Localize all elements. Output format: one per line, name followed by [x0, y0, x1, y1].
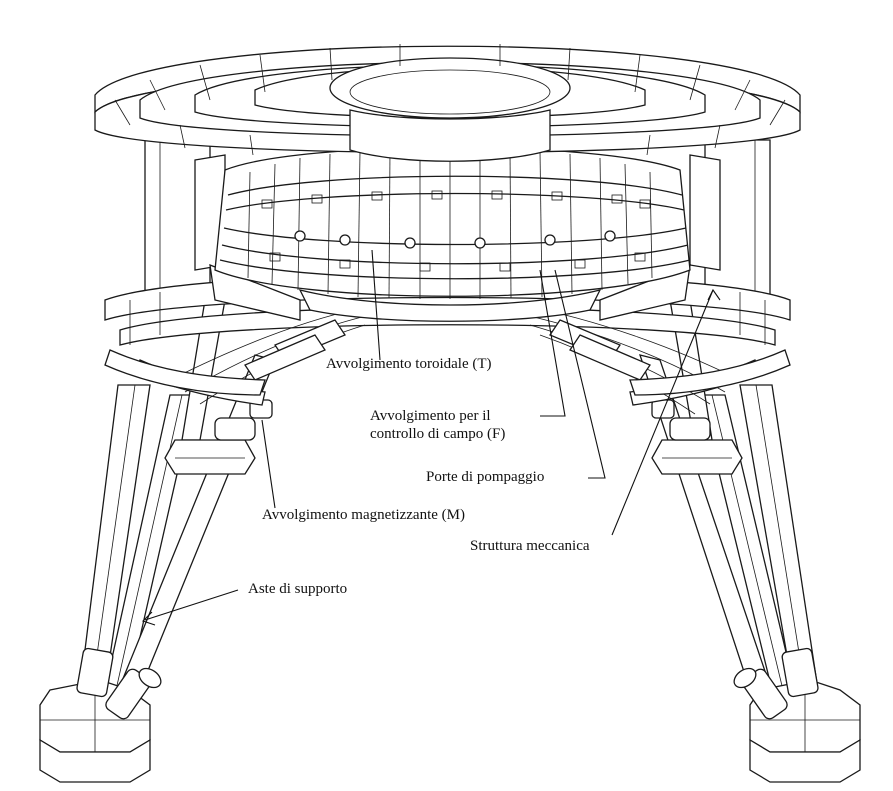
- label-toroidal-coil: Avvolgimento toroidale (T): [326, 356, 492, 372]
- leader-mechanical-structure: [611, 289, 714, 536]
- leader-magnetizing: [261, 419, 276, 509]
- leader-lines: [141, 249, 721, 626]
- leader-pumping-ports: [554, 269, 606, 479]
- label-mechanical-structure: Struttura meccanica: [470, 538, 590, 554]
- label-field-control-line1: Avvolgimento per il: [370, 408, 491, 424]
- leader-arrowhead-support: [141, 611, 156, 626]
- outer-housing: [144, 139, 771, 301]
- leader-toroidal: [371, 249, 381, 361]
- leader-support-rods: [144, 589, 239, 621]
- front-feet: [39, 647, 861, 783]
- rear-pedestals: [164, 399, 743, 475]
- leader-field-control: [539, 269, 566, 417]
- top-flange: [94, 44, 801, 162]
- label-support-rods: Aste di supporto: [248, 581, 348, 597]
- label-field-control-line2: controllo di campo (F): [370, 426, 506, 442]
- label-magnetizing-coil: Avvolgimento magnetizzante (M): [262, 507, 465, 523]
- label-pumping-ports: Porte di pompaggio: [426, 469, 545, 485]
- torus-body: [214, 146, 691, 322]
- leader-arrowhead-mechanical: [707, 288, 721, 301]
